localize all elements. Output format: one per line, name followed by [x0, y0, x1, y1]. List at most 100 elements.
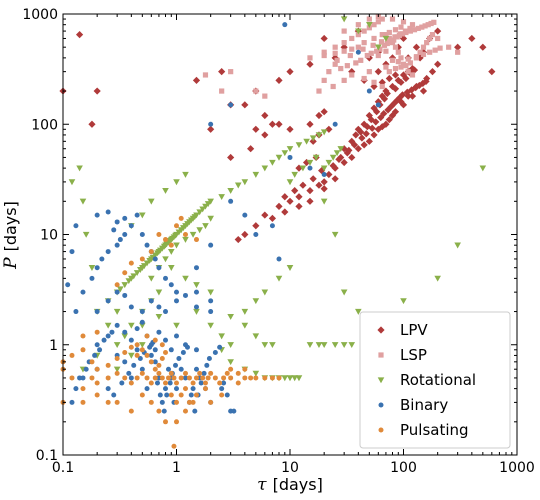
lpv-point: [318, 166, 326, 175]
binary-point: [105, 249, 111, 255]
lpv-point: [325, 125, 333, 133]
lsp-point: [379, 16, 385, 22]
pulsating-point: [174, 223, 179, 229]
pulsating-point: [80, 399, 86, 405]
lsp-point: [431, 19, 437, 25]
pulsating-point: [163, 419, 169, 425]
rotational-point: [306, 342, 314, 349]
lsp-point: [405, 69, 411, 75]
lsp-point: [407, 60, 413, 66]
lpv-point: [295, 193, 303, 201]
lpv-point: [385, 116, 393, 124]
lsp-point: [398, 24, 404, 30]
binary-point: [69, 249, 75, 255]
rotational-point: [286, 265, 294, 271]
binary-point: [152, 347, 158, 353]
lpv-point: [93, 87, 101, 95]
binary-point: [163, 275, 169, 281]
lsp-point: [341, 40, 347, 46]
lsp-point: [383, 64, 389, 70]
rotational-point: [331, 231, 339, 238]
rotational-point: [173, 322, 180, 329]
y-tick-label: 10: [40, 228, 58, 244]
binary-point: [184, 344, 190, 350]
rotational-point: [88, 265, 96, 271]
lsp-point: [370, 42, 376, 48]
lpv-point: [261, 131, 269, 139]
pulsating-point: [219, 392, 225, 398]
lpv-point: [358, 134, 366, 142]
binary-point: [109, 329, 115, 335]
rotational-point: [113, 366, 121, 373]
lpv-point: [345, 146, 353, 154]
lpv-point: [252, 222, 260, 230]
lsp-point: [341, 48, 347, 54]
binary-point: [208, 121, 214, 127]
lpv-point: [261, 211, 269, 219]
lsp-point: [407, 25, 413, 32]
binary-point: [144, 386, 150, 392]
lpv-point: [419, 87, 428, 95]
lpv-point: [286, 125, 294, 133]
rotational-point: [227, 342, 234, 349]
rotational-point: [291, 171, 298, 178]
rotational-point: [375, 44, 382, 51]
binary-point: [134, 326, 140, 332]
lpv-point: [348, 153, 356, 162]
rotational-point: [340, 342, 348, 349]
lsp-point: [386, 37, 392, 43]
pulsating-point: [105, 362, 111, 368]
lpv-point: [218, 68, 226, 76]
lsp-point: [383, 32, 389, 38]
lsp-point: [307, 55, 313, 61]
lsp-point: [349, 46, 355, 52]
binary-point: [137, 356, 143, 362]
rotational-point: [320, 129, 328, 136]
binary-point: [131, 362, 137, 368]
binary-point: [165, 366, 171, 372]
rotational-point: [348, 342, 356, 349]
lpv-point: [383, 89, 391, 98]
lpv-point: [372, 118, 380, 126]
lpv-point: [408, 92, 417, 100]
binary-point: [111, 392, 117, 398]
y-tick-label: 0.1: [36, 448, 58, 464]
binary-point: [134, 212, 140, 218]
lpv-point: [268, 120, 277, 128]
x-tick-label: 1000: [499, 460, 535, 476]
lsp-point: [437, 45, 443, 51]
binary-point: [159, 399, 165, 405]
binary-point: [228, 102, 234, 108]
binary-point: [173, 362, 179, 368]
lpv-point: [306, 187, 314, 195]
rotational-point: [175, 229, 183, 236]
binary-point: [126, 370, 132, 376]
lsp-point: [422, 23, 428, 29]
lsp-point: [392, 27, 399, 33]
rotational-point: [104, 322, 112, 329]
pulsating-point: [156, 232, 162, 237]
lsp-point: [219, 88, 225, 94]
lpv-point: [275, 202, 283, 210]
lsp-point: [316, 88, 322, 94]
binary-point: [73, 223, 79, 229]
rotational-point: [286, 179, 294, 186]
lsp-point: [395, 59, 401, 65]
pulsating-point: [163, 380, 169, 386]
pulsating-point: [168, 392, 174, 398]
lsp-point: [366, 69, 372, 75]
binary-point: [105, 386, 111, 392]
rotational-point: [68, 179, 76, 186]
pulsating-point: [202, 380, 208, 386]
binary-point: [139, 366, 145, 372]
pulsating-point: [69, 375, 75, 381]
binary-point: [174, 289, 179, 295]
rotational-point: [218, 194, 225, 201]
pulsating-point: [171, 375, 177, 381]
binary-point: [156, 265, 162, 271]
binary-point: [168, 347, 174, 353]
lpv-point: [320, 108, 328, 116]
x-axis-label: τ [days]: [257, 475, 323, 495]
lsp-point: [397, 31, 404, 37]
legend-marker-lsp: [378, 352, 384, 358]
